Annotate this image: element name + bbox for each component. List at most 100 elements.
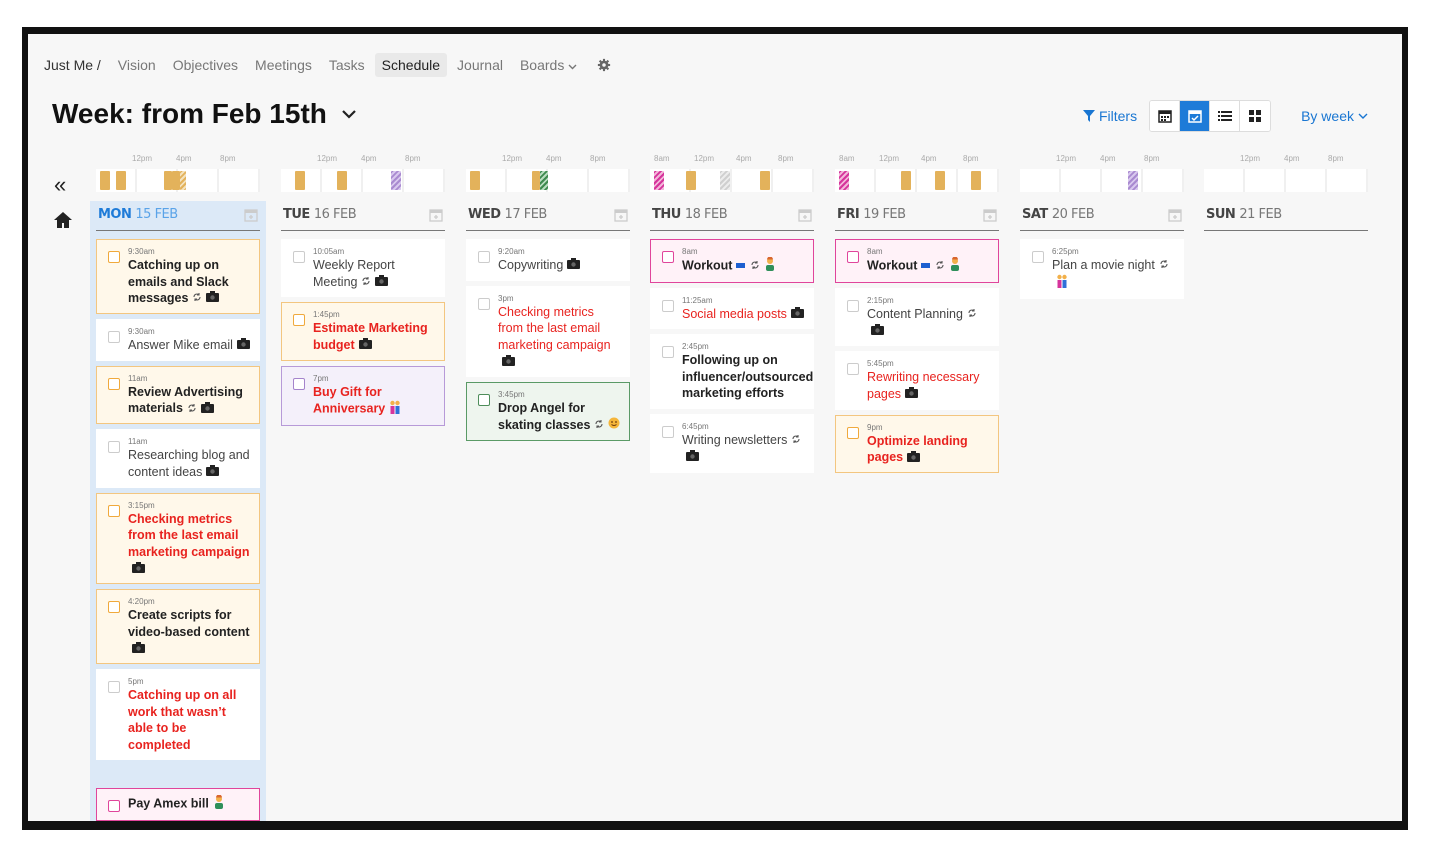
timeline-event[interactable] [295,171,305,190]
day-header[interactable]: THU 18 FEB [650,199,814,231]
task-checkbox[interactable] [108,504,120,517]
timeline-event[interactable] [532,171,540,190]
timeline-event[interactable] [100,171,110,190]
breadcrumb[interactable]: Just Me / [44,57,101,73]
timeline-event[interactable] [172,171,180,190]
filters-button[interactable]: Filters [1082,108,1137,124]
task-card[interactable]: 2:45pm Following up on influencer/outsou… [650,334,814,409]
timeline-event[interactable] [540,171,548,190]
by-week-dropdown[interactable]: By week [1301,108,1368,124]
week-view-button[interactable] [1180,101,1211,131]
task-checkbox[interactable] [108,681,120,694]
day-header[interactable]: SUN 21 FEB [1204,199,1368,231]
add-to-day-icon[interactable] [244,208,258,222]
task-card[interactable]: 8am Workout [835,239,999,283]
task-checkbox[interactable] [847,426,859,439]
task-checkbox[interactable] [108,251,120,263]
task-card[interactable]: 3:15pm Checking metrics from the last em… [96,492,260,585]
timeline-event[interactable] [839,171,849,190]
task-card[interactable]: 9:20am Copywriting [466,239,630,281]
task-card[interactable]: 3:45pm Drop Angel for skating classes [466,382,630,441]
timeline-strip-wed[interactable]: 12pm 4pm 8pm [466,154,630,194]
gear-icon[interactable] [597,58,611,72]
task-card[interactable]: 2:15pm Content Planning [835,287,999,347]
timeline-strip-fri[interactable]: 8am 12pm 4pm 8pm [835,154,999,194]
task-checkbox[interactable] [847,299,859,312]
timeline-event[interactable] [391,171,401,190]
timeline-event[interactable] [901,171,911,190]
add-to-day-icon[interactable] [798,208,812,222]
task-card[interactable]: 9:30am Answer Mike email [96,318,260,361]
timeline-strip-sat[interactable]: 12pm 4pm 8pm [1020,154,1184,194]
task-card[interactable]: 9pm Optimize landing pages [835,414,999,474]
nav-schedule[interactable]: Schedule [374,53,448,77]
task-checkbox[interactable] [662,299,674,312]
task-card[interactable]: Pay Amex bill [96,788,260,821]
task-checkbox[interactable] [293,251,305,263]
task-checkbox[interactable] [662,346,674,359]
board-view-button[interactable] [1240,101,1271,131]
timeline-event[interactable] [760,171,770,190]
task-checkbox[interactable] [662,251,674,263]
task-checkbox[interactable] [478,297,490,310]
task-card[interactable]: 6:45pm Writing newsletters [650,413,814,473]
timeline-strip-sun[interactable]: 12pm 4pm 8pm [1204,154,1368,194]
day-header[interactable]: WED 17 FEB [466,199,630,231]
day-header[interactable]: TUE 16 FEB [281,199,445,231]
task-card[interactable]: 6:25pm Plan a movie night [1020,239,1184,300]
task-checkbox[interactable] [847,363,859,376]
task-card[interactable]: 10:05am Weekly Report Meeting [281,239,445,298]
task-checkbox[interactable] [662,425,674,438]
task-card[interactable]: 1:45pm Estimate Marketing budget [281,302,445,361]
timeline-event[interactable] [470,171,480,190]
task-card[interactable]: 4:20pm Create scripts for video-based co… [96,589,260,665]
task-card[interactable]: 9:30am Catching up on emails and Slack m… [96,239,260,314]
day-header[interactable]: MON 15 FEB [96,199,260,231]
task-checkbox[interactable] [847,251,859,263]
task-checkbox[interactable] [108,601,120,614]
task-card[interactable]: 11am Researching blog and content ideas [96,429,260,488]
nav-vision[interactable]: Vision [117,57,156,73]
timeline-strip-thu[interactable]: 8am 12pm 4pm 8pm [650,154,814,194]
task-checkbox[interactable] [478,394,490,407]
timeline-event[interactable] [164,171,172,190]
page-title[interactable]: Week: from Feb 15th [52,98,357,130]
timeline-event[interactable] [116,171,126,190]
task-card[interactable]: 11:25am Social media posts [650,287,814,330]
task-checkbox[interactable] [293,314,305,327]
timeline-strip-tue[interactable]: 12pm 4pm 8pm [281,154,445,194]
timeline-event[interactable] [654,171,664,190]
task-checkbox[interactable] [108,377,120,390]
add-to-day-icon[interactable] [983,208,997,222]
add-to-day-icon[interactable] [429,208,443,222]
timeline-event[interactable] [1128,171,1138,190]
task-checkbox[interactable] [478,251,490,263]
task-card[interactable]: 5pm Catching up on all work that wasn’t … [96,669,260,761]
month-view-button[interactable] [1150,101,1181,131]
task-checkbox[interactable] [108,441,120,454]
nav-journal[interactable]: Journal [457,57,503,73]
list-view-button[interactable] [1210,101,1241,131]
previous-week-button[interactable]: « [54,172,67,197]
timeline-event[interactable] [720,171,730,190]
task-checkbox[interactable] [1032,251,1044,263]
task-checkbox[interactable] [293,377,305,390]
task-card[interactable]: 5:45pm Rewriting necessary pages [835,351,999,410]
timeline-event[interactable] [337,171,347,190]
day-header[interactable]: FRI 19 FEB [835,199,999,231]
task-card[interactable]: 8am Workout [650,239,814,283]
nav-meetings[interactable]: Meetings [255,57,312,73]
add-to-day-icon[interactable] [614,208,628,222]
nav-objectives[interactable]: Objectives [172,57,239,73]
nav-boards[interactable]: Boards [513,53,584,77]
task-card[interactable]: 3pm Checking metrics from the last email… [466,285,630,378]
timeline-event[interactable] [935,171,945,190]
timeline-event[interactable] [971,171,981,190]
timeline-event[interactable] [686,171,696,190]
task-card[interactable]: 7pm Buy Gift for Anniversary [281,365,445,426]
chevron-down-icon[interactable] [341,109,357,119]
timeline-strip-mon[interactable]: 12pm 4pm 8pm [96,154,260,194]
home-icon[interactable] [53,210,73,230]
day-header[interactable]: SAT 20 FEB [1020,199,1184,231]
timeline-event[interactable] [180,171,186,190]
